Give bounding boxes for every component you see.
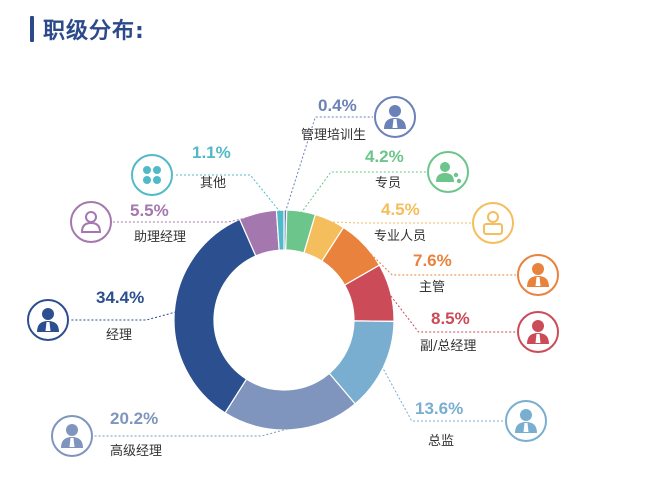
slice-value-other: 1.1%: [192, 143, 231, 162]
slice-label-senior-manager: 高级经理: [110, 443, 162, 459]
slice-label-professional: 专业人员: [374, 229, 426, 244]
leader-line-senior-manager: [94, 427, 292, 437]
leader-line-supervisor: [361, 245, 516, 276]
chart-header: 职级分布:: [30, 14, 145, 44]
slice-value-assistant-manager: 5.5%: [130, 201, 169, 220]
title-accent-bar: [30, 16, 34, 42]
slice-value-supervisor: 7.6%: [413, 251, 452, 270]
slice-label-team: 专员: [375, 176, 401, 191]
other-icon: [131, 154, 173, 196]
slice-label-supervisor: 主管: [419, 280, 445, 295]
leader-line-general-manager: [388, 292, 516, 333]
leader-line-manager: [70, 311, 177, 321]
assistant-manager-icon: [70, 201, 112, 243]
slice-value-general-manager: 8.5%: [431, 309, 470, 328]
professional-icon: [472, 202, 514, 244]
slice-label-general-manager: 副/总经理: [420, 339, 476, 354]
team-icon: [427, 151, 469, 193]
slice-label-assistant-manager: 助理经理: [134, 230, 186, 245]
leader-line-team: [300, 171, 426, 214]
general-manager-icon: [517, 311, 559, 353]
supervisor-icon: [517, 254, 559, 296]
slice-label-trainee: 管理培训生: [301, 127, 366, 143]
manager-icon: [27, 299, 69, 341]
slice-value-manager: 34.4%: [96, 288, 144, 307]
leader-line-director: [381, 365, 504, 422]
slice-label-manager: 经理: [106, 328, 132, 343]
slice-value-trainee: 0.4%: [318, 96, 357, 115]
leader-line-trainee: [284, 116, 373, 213]
trainee-icon: [374, 96, 416, 138]
leader-line-other: [174, 174, 281, 213]
slice-value-senior-manager: 20.2%: [110, 409, 158, 428]
slice-manager: [173, 218, 257, 414]
slice-other: [275, 209, 285, 251]
slice-value-professional: 4.5%: [381, 200, 420, 219]
page-title: 职级分布:: [43, 19, 145, 44]
slice-value-team: 4.2%: [365, 147, 404, 166]
director-icon: [505, 400, 547, 442]
slice-label-director: 总监: [428, 434, 454, 449]
senior-manager-icon: [51, 415, 93, 457]
slice-label-other: 其他: [200, 176, 226, 191]
leader-line-professional: [329, 221, 471, 224]
slice-value-director: 13.6%: [415, 399, 463, 418]
